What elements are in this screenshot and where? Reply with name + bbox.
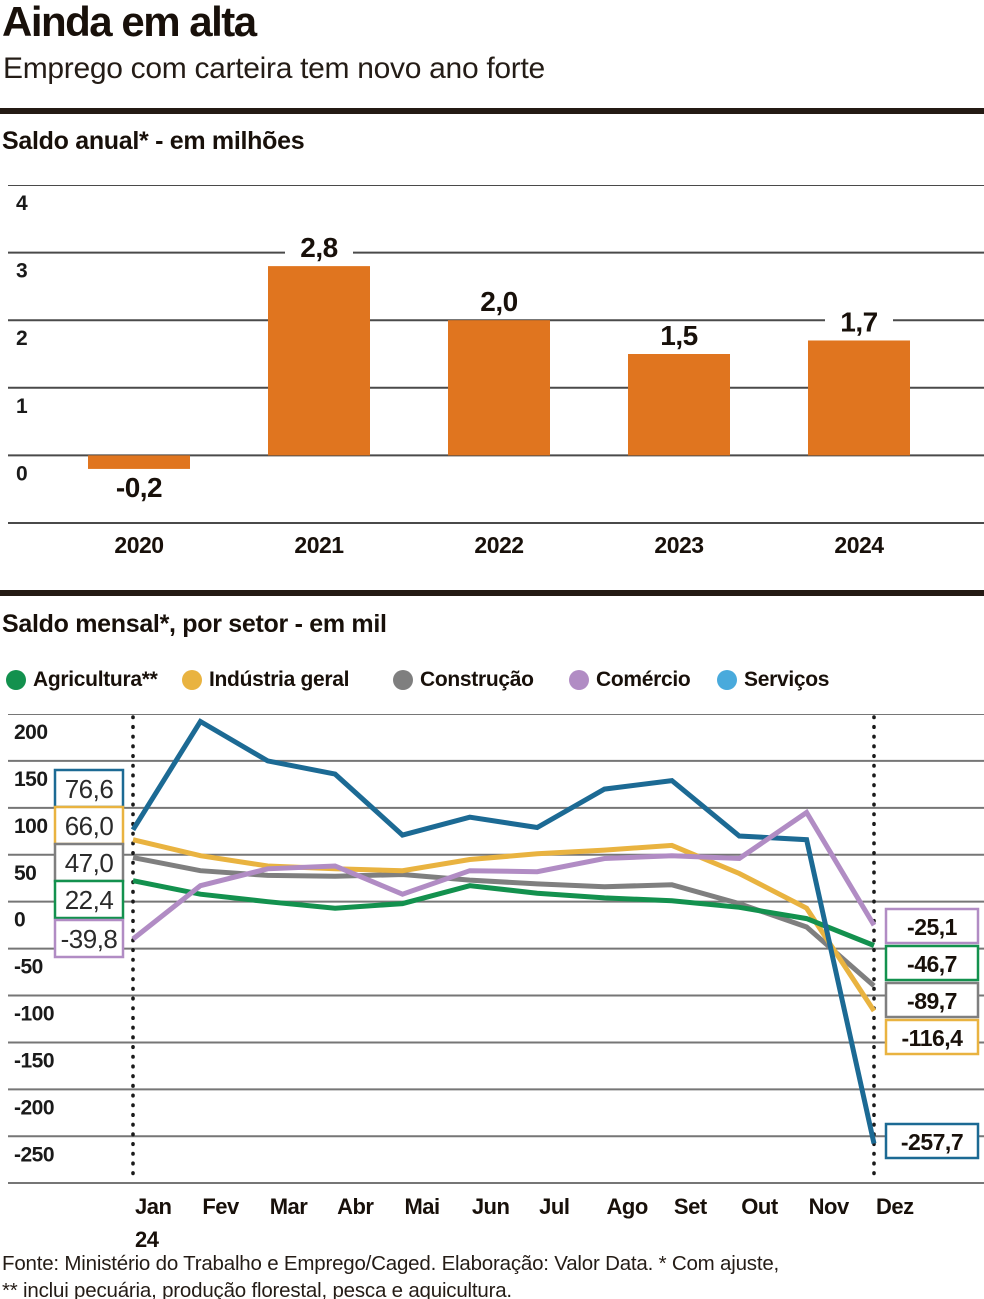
- x-axis-label: Nov: [809, 1194, 850, 1219]
- start-value-label-agricultura: 22,4: [65, 885, 114, 915]
- monthly-line-chart: 200 150 100 50 0 -50 -100 -150 -200 -250 76,6 66,0 4…: [8, 714, 984, 1252]
- x-axis-label: 2023: [654, 532, 703, 558]
- end-value-label-agricultura: -46,7: [907, 951, 957, 977]
- x-axis-label: 2021: [294, 532, 344, 558]
- end-value-label-servicos: -257,7: [901, 1129, 963, 1155]
- legend-dot-comercio: [569, 670, 589, 690]
- legend: Agricultura** Indústria geral Construção Co…: [0, 666, 984, 700]
- source-note: Fonte: Ministério do Trabalho e Emprego/…: [2, 1252, 780, 1275]
- legend-label-industria-geral: Indústria geral: [209, 668, 350, 691]
- annual-chart-title: Saldo anual* - em milhões: [2, 127, 305, 155]
- start-value-box-construcao: [53, 842, 125, 883]
- start-value-label-construcao: 47,0: [65, 848, 114, 878]
- end-value-box-industria-geral: [884, 1018, 980, 1056]
- series-line-industria-geral: [132, 837, 877, 1013]
- end-value-label-industria-geral: -116,4: [902, 1025, 964, 1051]
- bar-value-label: 2,8: [300, 232, 337, 263]
- end-value-label-construcao: -89,7: [907, 988, 957, 1014]
- x-axis-label: 2022: [474, 532, 523, 558]
- y-axis-label: -50: [14, 956, 43, 979]
- divider-top: [0, 108, 984, 114]
- legend-label-agricultura: Agricultura**: [33, 668, 158, 691]
- x-axis-label: Ago: [607, 1194, 648, 1219]
- start-value-label-comercio: -39,8: [61, 924, 118, 954]
- bar-2024: [808, 340, 910, 456]
- bar-value-label-bg: [645, 322, 713, 350]
- start-value-box-comercio: [53, 918, 125, 959]
- y-axis-label: 1: [16, 395, 28, 418]
- y-axis-label: -200: [14, 1096, 54, 1119]
- bar-value-label: 1,5: [660, 320, 697, 351]
- bar-value-label-bg: [285, 234, 353, 263]
- legend-dot-agricultura: [6, 670, 26, 690]
- y-axis-label: 50: [14, 862, 36, 885]
- x-axis-label: Mar: [270, 1194, 309, 1219]
- bar-value-label-bg: [825, 308, 893, 337]
- x-axis-label: Abr: [337, 1194, 374, 1219]
- series-line-comercio: [131, 808, 877, 941]
- y-axis-label: -100: [14, 1003, 54, 1026]
- legend-dot-servicos: [717, 670, 737, 690]
- bar-value-label: 2,0: [480, 286, 517, 317]
- legend-dot-industria-geral: [182, 670, 202, 690]
- bar-value-label: -0,2: [116, 472, 162, 503]
- bar-value-label: 1,7: [840, 306, 877, 337]
- bar-value-label-bg: [465, 288, 533, 317]
- y-axis-label: 3: [16, 260, 27, 283]
- x-axis-year-label: 24: [135, 1227, 160, 1252]
- y-axis-label: 0: [14, 909, 25, 932]
- x-axis-label: Fev: [202, 1194, 240, 1219]
- x-axis-label: Mai: [404, 1194, 439, 1219]
- x-axis-label: Jul: [539, 1194, 569, 1219]
- x-axis-label: Dez: [876, 1194, 914, 1219]
- x-axis-label: Out: [741, 1194, 779, 1219]
- page-title: Ainda em alta: [2, 0, 257, 45]
- x-axis-label: 2024: [834, 532, 884, 558]
- y-axis-label: 200: [14, 721, 48, 744]
- legend-label-servicos: Serviços: [744, 668, 830, 691]
- legend-dot-construcao: [393, 670, 413, 690]
- bar-2022: [448, 320, 550, 456]
- y-axis-label: 4: [16, 192, 28, 215]
- x-axis-label: Jan: [135, 1194, 171, 1219]
- page-subtitle: Emprego com carteira tem novo ano forte: [3, 52, 545, 85]
- end-value-label-comercio: -25,1: [907, 914, 958, 940]
- divider-middle: [0, 590, 984, 596]
- start-value-label-industria-geral: 66,0: [65, 811, 114, 841]
- end-value-box-construcao: [884, 981, 980, 1019]
- y-axis-label: -150: [14, 1049, 54, 1072]
- x-axis-label: Set: [674, 1194, 708, 1219]
- y-axis-label: -250: [14, 1143, 54, 1166]
- bar-2023: [628, 354, 730, 456]
- monthly-chart-title: Saldo mensal*, por setor - em mil: [2, 610, 387, 638]
- y-axis-label: 0: [16, 462, 27, 485]
- series-line-servicos: [130, 718, 877, 1145]
- start-value-label-servicos: 76,6: [65, 774, 114, 804]
- end-value-box-servicos: [884, 1122, 980, 1160]
- end-value-box-comercio: [884, 907, 980, 945]
- y-axis-label: 100: [14, 815, 48, 838]
- series-line-agricultura: [132, 878, 875, 948]
- legend-label-comercio: Comércio: [596, 668, 691, 691]
- y-axis-label: 150: [14, 768, 48, 791]
- annual-bar-chart: 4 3 2 1 0 -0,2 2020 2,8 2021 2,0 2022 1,5 2023 1,7 202…: [8, 185, 984, 558]
- x-axis-label: 2020: [114, 532, 163, 558]
- footnote: ** inclui pecuária, produção florestal, …: [2, 1279, 512, 1299]
- end-value-box-agricultura: [884, 944, 980, 982]
- start-value-box-agricultura: [53, 879, 125, 920]
- bar-2021: [268, 266, 370, 456]
- x-axis-label: Jun: [472, 1194, 510, 1219]
- bar-value-label-bg: [105, 473, 173, 502]
- y-axis-label: 2: [16, 327, 27, 350]
- legend-label-construcao: Construção: [420, 668, 534, 691]
- bar-2020: [88, 455, 190, 469]
